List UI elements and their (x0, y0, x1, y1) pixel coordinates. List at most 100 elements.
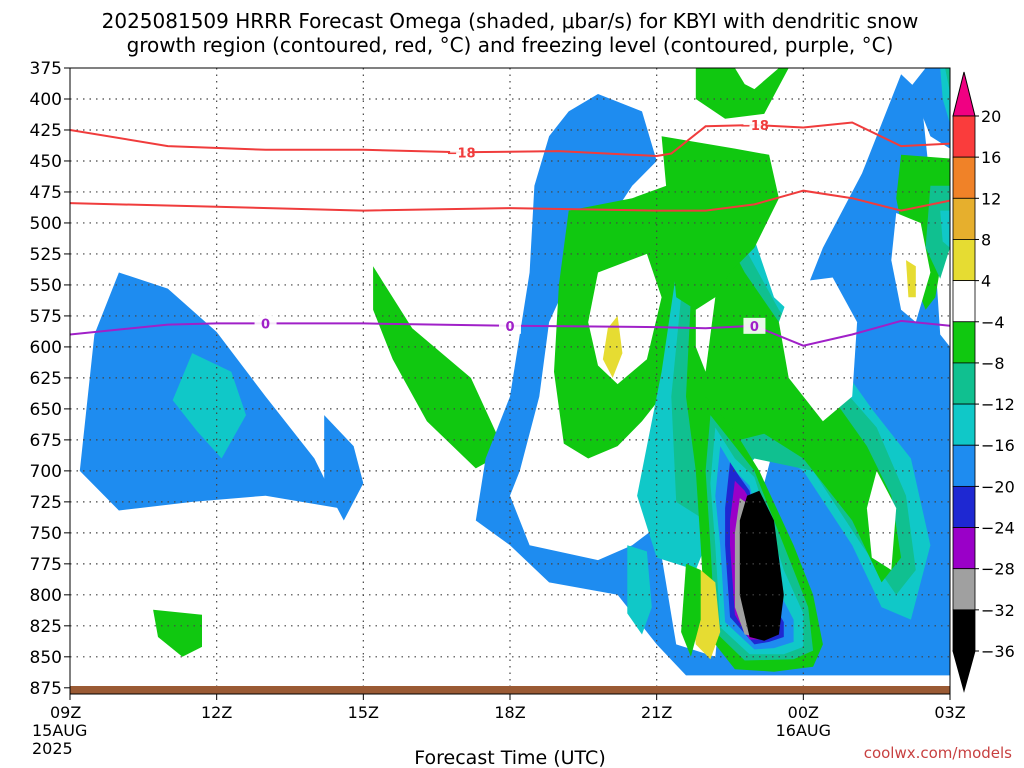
freezing-label-a-bg (254, 315, 277, 332)
freezing-label-a: 0 (261, 317, 270, 332)
colorbar-label-2: 12 (981, 189, 1001, 208)
y-tick-label-850: 850 (30, 648, 62, 668)
colorbar-segment-7 (952, 403, 976, 446)
omega-region-29 (739, 490, 784, 641)
y-tick-label-800: 800 (30, 586, 62, 606)
omega-region-15 (686, 204, 902, 583)
colorbar-label-11: −28 (981, 560, 1015, 579)
omega-region-1 (172, 353, 246, 459)
omega-region-3 (373, 266, 506, 469)
colorbar-segment-4 (952, 280, 976, 323)
dgz-label-0-b: −18 (740, 119, 769, 134)
colorbar-top-arrow (952, 71, 976, 117)
plot-area: −18 −18 0 0 0 (69, 67, 951, 695)
credit-text: coolwx.com/models (864, 744, 1012, 762)
freezing-label-c: 0 (750, 320, 759, 335)
y-tick-label-425: 425 (30, 121, 62, 141)
colorbar-segment-12 (952, 609, 976, 652)
omega-region-7 (945, 68, 950, 93)
dgz-label-0-a: −18 (447, 146, 476, 161)
x-tick-label-6: 03Z (934, 703, 965, 722)
x-tick-date-5: 16AUG (776, 721, 831, 740)
y-tick-label-400: 400 (30, 90, 62, 110)
colorbar-label-13: −36 (981, 642, 1015, 661)
omega-region-12 (734, 68, 779, 90)
y-tick-label-625: 625 (30, 369, 62, 389)
dgz-label-0-b-bg (743, 117, 766, 134)
dgz-contour-0 (70, 121, 950, 158)
omega-region-17 (866, 470, 897, 570)
colorbar-label-1: 16 (981, 148, 1001, 167)
colorbar-label-5: −4 (981, 313, 1005, 332)
omega-region-31 (681, 563, 701, 657)
y-tick-label-475: 475 (30, 183, 62, 203)
omega-region-21 (940, 210, 950, 248)
y-tick-label-450: 450 (30, 152, 62, 172)
y-tick-label-825: 825 (30, 617, 62, 637)
x-tick-date-0: 15AUG (32, 721, 87, 740)
colorbar-segment-5 (952, 321, 976, 364)
y-tick-label-575: 575 (30, 307, 62, 327)
dgz-contour-1 (70, 189, 950, 212)
colorbar-segment-8 (952, 444, 976, 487)
colorbar-bottom-arrow (952, 650, 976, 693)
colorbar-label-12: −32 (981, 601, 1015, 620)
y-tick-label-375: 375 (30, 59, 62, 79)
colorbar-segment-11 (952, 568, 976, 611)
x-tick-label-1: 12Z (201, 703, 232, 722)
x-tick-label-3: 18Z (494, 703, 525, 722)
y-tick-label-500: 500 (30, 214, 62, 234)
y-tick-label-650: 650 (30, 400, 62, 420)
colorbar-segment-2 (952, 197, 976, 240)
chart-title-line1: 2025081509 HRRR Forecast Omega (shaded, … (102, 9, 919, 33)
colorbar-segment-9 (952, 485, 976, 528)
contour-lines: −18 −18 0 0 0 (70, 117, 950, 347)
freezing-label-c-bg (743, 317, 766, 334)
y-tick-label-600: 600 (30, 338, 62, 358)
colorbar-segment-0 (952, 115, 976, 158)
omega-region-33 (153, 609, 202, 657)
colorbar-label-8: −16 (981, 436, 1015, 455)
omega-region-2 (324, 415, 364, 521)
x-tick-label-4: 21Z (641, 703, 672, 722)
omega-region-16 (778, 277, 858, 422)
x-axis-label: Forecast Time (UTC) (414, 747, 605, 768)
omega-region-5 (910, 68, 950, 149)
y-tick-label-700: 700 (30, 462, 62, 482)
y-tick-label-550: 550 (30, 276, 62, 296)
omega-region-11 (695, 68, 789, 119)
y-tick-label-875: 875 (30, 679, 62, 699)
colorbar-label-4: 4 (981, 272, 991, 291)
freezing-label-b: 0 (505, 320, 514, 335)
omega-region-36 (906, 260, 916, 298)
colorbar-segment-3 (952, 239, 976, 282)
y-tick-label-675: 675 (30, 431, 62, 451)
colorbar: 20 16 12 8 4 −4 −8 −12 −16 −20 −24 −28 −32 −36 (952, 71, 1015, 693)
pressure-axis: 375 400 425 450 475 500 525 550 575 600 625 650 675 7… (30, 59, 70, 699)
y-tick-label-775: 775 (30, 555, 62, 575)
x-tick-label-5: 00Z (788, 703, 819, 722)
ground-strip (70, 686, 950, 694)
colorbar-label-10: −24 (981, 519, 1015, 538)
colorbar-segment-1 (952, 156, 976, 199)
y-tick-label-525: 525 (30, 245, 62, 265)
omega-region-10 (602, 315, 623, 378)
dgz-label-0-a-bg (450, 144, 473, 161)
colorbar-label-0: 20 (981, 107, 1001, 126)
y-tick-label-750: 750 (30, 524, 62, 544)
freezing-level-line (70, 319, 950, 347)
omega-region-20 (925, 185, 950, 279)
colorbar-label-7: −12 (981, 395, 1015, 414)
colorbar-segment-10 (952, 527, 976, 570)
chart-title-line2: growth region (contoured, red, °C) and f… (127, 33, 894, 57)
x-tick-label-0: 09Z (50, 703, 81, 722)
colorbar-label-6: −8 (981, 354, 1005, 373)
colorbar-segment-6 (952, 362, 976, 405)
colorbar-label-3: 8 (981, 230, 991, 249)
freezing-label-b-bg (499, 317, 521, 334)
omega-region-32 (627, 545, 652, 635)
gridlines (70, 68, 950, 694)
x-tick-label-2: 15Z (348, 703, 379, 722)
